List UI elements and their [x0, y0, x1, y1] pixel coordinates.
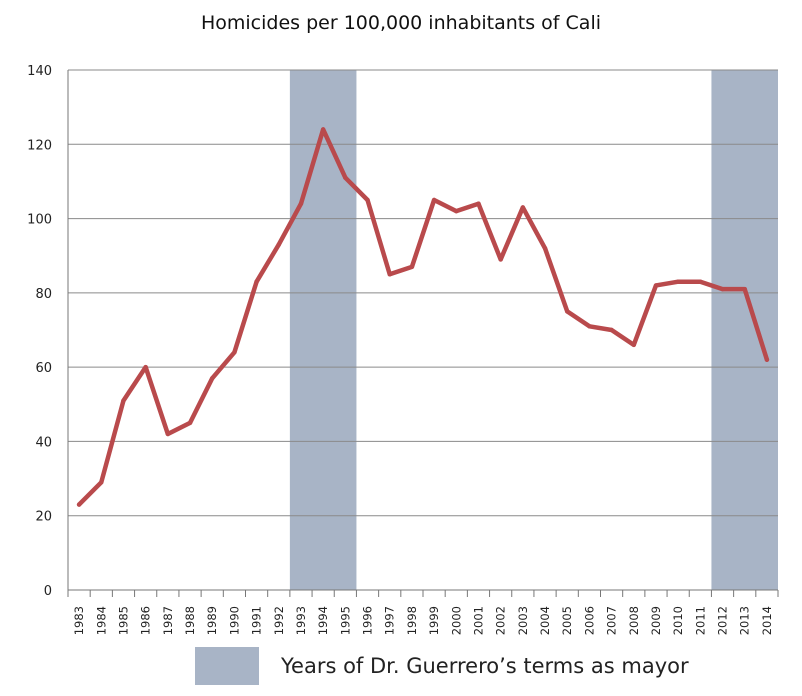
data-point [698, 279, 703, 284]
x-tick-label: 2012 [716, 606, 730, 635]
y-tick-label: 80 [35, 287, 52, 302]
x-tick-label: 1985 [116, 606, 130, 635]
data-point [454, 208, 459, 214]
data-point [675, 279, 681, 284]
x-tick-label: 2006 [582, 606, 596, 635]
data-point [298, 201, 304, 206]
x-tick-label: 1983 [72, 606, 86, 635]
x-tick-label: 1999 [427, 606, 441, 635]
data-point [121, 398, 126, 403]
y-tick-label: 140 [27, 64, 52, 79]
data-point [476, 201, 481, 206]
x-tick-label: 2001 [471, 606, 485, 635]
x-tick-label: 1990 [227, 606, 241, 635]
data-point [387, 272, 392, 277]
axes [67, 70, 779, 597]
data-point [409, 264, 415, 270]
y-tick-label: 40 [35, 435, 52, 450]
x-tick-label: 1986 [139, 606, 153, 635]
x-tick-label: 2005 [560, 606, 574, 635]
y-tick-labels: 0 20 40 60 80 100 120 140 [27, 64, 52, 599]
x-tick-label: 2008 [627, 606, 641, 635]
data-point [210, 376, 215, 381]
x-tick-label: 2010 [671, 606, 685, 635]
y-tick-label: 60 [35, 361, 52, 376]
x-tick-label: 1991 [250, 606, 264, 635]
data-point [520, 205, 526, 210]
data-point [431, 197, 437, 203]
x-tick-label: 2014 [760, 606, 774, 635]
highlight-band-2 [711, 70, 778, 590]
x-tick-label: 2002 [494, 606, 508, 635]
x-tick-label: 1993 [294, 606, 308, 635]
y-tick-label: 100 [27, 213, 52, 228]
legend-label: Years of Dr. Guerrero’s terms as mayor [281, 654, 689, 678]
data-point [165, 431, 171, 437]
x-tick-label: 1988 [183, 606, 197, 635]
data-point [343, 175, 348, 180]
data-point [631, 342, 636, 348]
data-point [764, 357, 770, 362]
data-point [542, 246, 548, 251]
data-point [76, 502, 82, 507]
data-point [720, 286, 725, 292]
data-point [276, 242, 281, 247]
x-tick-label: 2009 [649, 606, 663, 635]
x-tick-label: 2011 [693, 606, 707, 635]
data-point [254, 279, 259, 284]
data-point [232, 350, 237, 355]
data-point [365, 197, 370, 203]
y-tick-label: 120 [27, 138, 52, 153]
data-point [498, 257, 503, 262]
x-tick-label: 1987 [161, 606, 175, 635]
data-point [742, 286, 747, 292]
x-tick-label: 2013 [738, 606, 752, 635]
x-tick-label: 1992 [272, 606, 286, 635]
grid-lines [68, 69, 778, 591]
x-tick-label: 1984 [94, 606, 108, 635]
data-point [187, 420, 193, 426]
data-point [565, 309, 570, 314]
series-line-1 [76, 127, 770, 507]
x-tick-label: 2007 [605, 606, 619, 635]
legend: Years of Dr. Guerrero’s terms as mayor [195, 647, 689, 685]
x-tick-label: 1996 [361, 606, 375, 635]
legend-swatch [195, 647, 259, 685]
x-tick-label: 1994 [316, 606, 330, 635]
x-tick-label: 1997 [383, 606, 397, 635]
data-point [609, 327, 614, 333]
data-point [143, 364, 148, 370]
y-tick-label: 20 [35, 510, 52, 525]
x-tick-label: 1989 [205, 606, 219, 635]
data-point [653, 283, 659, 288]
y-tick-label: 0 [44, 584, 52, 599]
data-point [320, 127, 326, 132]
x-tick-label: 1998 [405, 606, 419, 635]
highlight-band-1 [289, 70, 357, 590]
data-point [587, 324, 592, 329]
x-tick-label: 2003 [516, 606, 530, 635]
x-tick-label: 1995 [338, 606, 352, 635]
x-tick-labels: 1983 1984 1985 1986 1987 1988 1989 1990 1991 1992… [72, 606, 774, 635]
series-group [76, 127, 770, 507]
chart-title: Homicides per 100,000 inhabitants of Cal… [200, 12, 601, 34]
data-point [99, 480, 104, 485]
x-tick-label: 2004 [538, 606, 552, 635]
x-tick-label: 2000 [449, 606, 463, 635]
highlight-bands [289, 70, 778, 590]
